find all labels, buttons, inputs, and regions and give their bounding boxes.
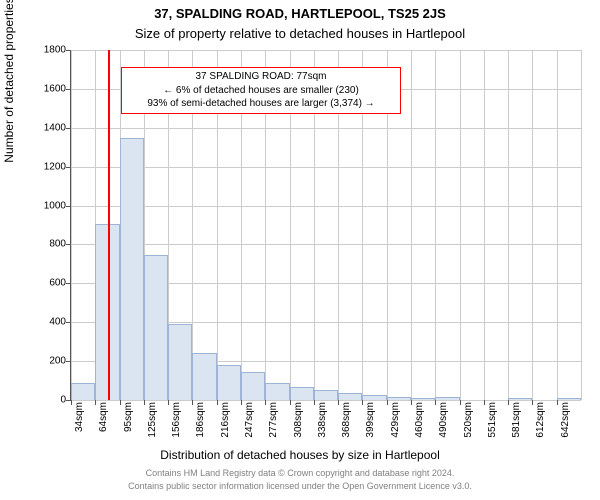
x-tick-mark	[95, 400, 96, 405]
x-tick-mark	[411, 400, 412, 405]
chart-title-line1: 37, SPALDING ROAD, HARTLEPOOL, TS25 2JS	[0, 6, 600, 21]
reference-line	[108, 50, 110, 400]
histogram-bar	[241, 372, 265, 400]
gridline-v	[411, 50, 412, 400]
annotation-box: 37 SPALDING ROAD: 77sqm← 6% of detached …	[121, 67, 401, 114]
y-tick-label: 1000	[6, 200, 66, 211]
y-tick-label: 800	[6, 239, 66, 250]
x-tick-mark	[144, 400, 145, 405]
chart-plot-area: 37 SPALDING ROAD: 77sqm← 6% of detached …	[70, 50, 581, 401]
histogram-bar	[192, 353, 216, 400]
x-tick-mark	[241, 400, 242, 405]
y-tick-label: 200	[6, 356, 66, 367]
y-tick-label: 1800	[6, 45, 66, 56]
x-tick-mark	[217, 400, 218, 405]
annotation-line: 37 SPALDING ROAD: 77sqm	[128, 70, 394, 84]
x-tick-label: 642sqm	[560, 402, 571, 446]
gridline-v	[71, 50, 72, 400]
x-tick-label: 551sqm	[487, 402, 498, 446]
histogram-bar	[557, 398, 581, 400]
x-tick-mark	[387, 400, 388, 405]
x-tick-label: 216sqm	[220, 402, 231, 446]
x-tick-mark	[71, 400, 72, 405]
x-tick-label: 581sqm	[511, 402, 522, 446]
x-tick-mark	[557, 400, 558, 405]
gridline-v	[557, 50, 558, 400]
x-tick-mark	[508, 400, 509, 405]
y-tick-label: 1200	[6, 161, 66, 172]
histogram-bar	[387, 397, 411, 401]
histogram-bar	[168, 324, 192, 400]
annotation-line: 93% of semi-detached houses are larger (…	[128, 97, 394, 111]
gridline-h	[71, 206, 581, 207]
histogram-bar	[314, 390, 338, 400]
gridline-v	[532, 50, 533, 400]
y-tick-label: 400	[6, 317, 66, 328]
footer-line1: Contains HM Land Registry data © Crown c…	[0, 468, 600, 478]
y-tick-label: 1600	[6, 83, 66, 94]
histogram-bar	[217, 365, 241, 400]
x-tick-label: 125sqm	[147, 402, 158, 446]
x-tick-mark	[435, 400, 436, 405]
gridline-v	[435, 50, 436, 400]
histogram-bar	[338, 393, 362, 400]
histogram-bar	[435, 397, 459, 401]
x-tick-label: 247sqm	[244, 402, 255, 446]
x-tick-label: 64sqm	[98, 402, 109, 446]
x-tick-mark	[460, 400, 461, 405]
histogram-bar	[508, 398, 532, 400]
x-tick-label: 460sqm	[414, 402, 425, 446]
x-tick-label: 399sqm	[365, 402, 376, 446]
x-tick-label: 34sqm	[74, 402, 85, 446]
gridline-h	[71, 400, 581, 401]
y-tick-label: 600	[6, 278, 66, 289]
x-tick-label: 429sqm	[390, 402, 401, 446]
x-tick-mark	[192, 400, 193, 405]
x-tick-label: 277sqm	[268, 402, 279, 446]
x-tick-label: 612sqm	[535, 402, 546, 446]
annotation-line: ← 6% of detached houses are smaller (230…	[128, 84, 394, 98]
y-tick-label: 0	[6, 395, 66, 406]
gridline-h	[71, 244, 581, 245]
gridline-v	[508, 50, 509, 400]
x-tick-mark	[265, 400, 266, 405]
x-axis-label: Distribution of detached houses by size …	[0, 448, 600, 462]
chart-title-line2: Size of property relative to detached ho…	[0, 26, 600, 41]
gridline-h	[71, 167, 581, 168]
x-tick-mark	[290, 400, 291, 405]
x-tick-mark	[120, 400, 121, 405]
gridline-h	[71, 128, 581, 129]
x-tick-mark	[314, 400, 315, 405]
gridline-h	[71, 50, 581, 51]
histogram-bar	[120, 138, 144, 401]
x-tick-label: 186sqm	[195, 402, 206, 446]
x-tick-label: 308sqm	[293, 402, 304, 446]
footer-line2: Contains public sector information licen…	[0, 481, 600, 491]
x-tick-label: 338sqm	[317, 402, 328, 446]
histogram-bar	[144, 255, 168, 400]
gridline-v	[484, 50, 485, 400]
x-tick-label: 156sqm	[171, 402, 182, 446]
gridline-v	[460, 50, 461, 400]
y-tick-label: 1400	[6, 122, 66, 133]
x-tick-label: 368sqm	[341, 402, 352, 446]
x-tick-mark	[362, 400, 363, 405]
x-tick-label: 520sqm	[463, 402, 474, 446]
x-tick-mark	[338, 400, 339, 405]
x-tick-mark	[484, 400, 485, 405]
histogram-bar	[411, 398, 435, 400]
x-tick-label: 490sqm	[438, 402, 449, 446]
x-tick-mark	[532, 400, 533, 405]
gridline-v	[581, 50, 582, 400]
histogram-bar	[265, 383, 289, 400]
histogram-bar	[362, 395, 386, 400]
histogram-bar	[71, 383, 95, 400]
histogram-bar	[290, 387, 314, 400]
x-tick-label: 95sqm	[123, 402, 134, 446]
x-tick-mark	[168, 400, 169, 405]
